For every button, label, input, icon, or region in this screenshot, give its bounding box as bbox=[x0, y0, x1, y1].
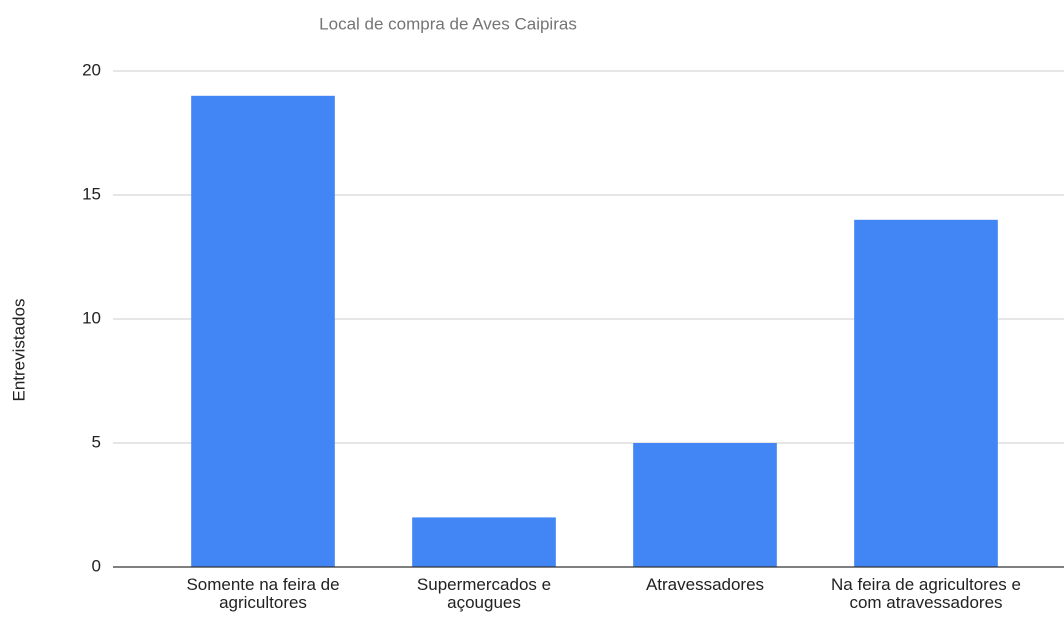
y-tick-label: 15 bbox=[82, 184, 101, 203]
chart-title: Local de compra de Aves Caipiras bbox=[319, 14, 577, 33]
y-tick-label: 10 bbox=[82, 308, 101, 327]
x-tick-label: Na feira de agricultores e com atravessa… bbox=[831, 575, 1021, 612]
y-axis-label: Entrevistados bbox=[9, 299, 28, 402]
y-tick-label: 5 bbox=[92, 432, 101, 451]
x-tick-label: Somente na feira de agricultores bbox=[186, 575, 340, 612]
bar bbox=[633, 443, 777, 567]
bar bbox=[854, 219, 998, 568]
bar bbox=[191, 95, 335, 568]
bar bbox=[412, 517, 556, 567]
x-tick-label: Supermercados e açougues bbox=[416, 575, 552, 612]
y-tick-label: 0 bbox=[92, 556, 101, 575]
y-tick-label: 20 bbox=[82, 60, 101, 79]
x-tick-label: Atravessadores bbox=[645, 575, 765, 594]
